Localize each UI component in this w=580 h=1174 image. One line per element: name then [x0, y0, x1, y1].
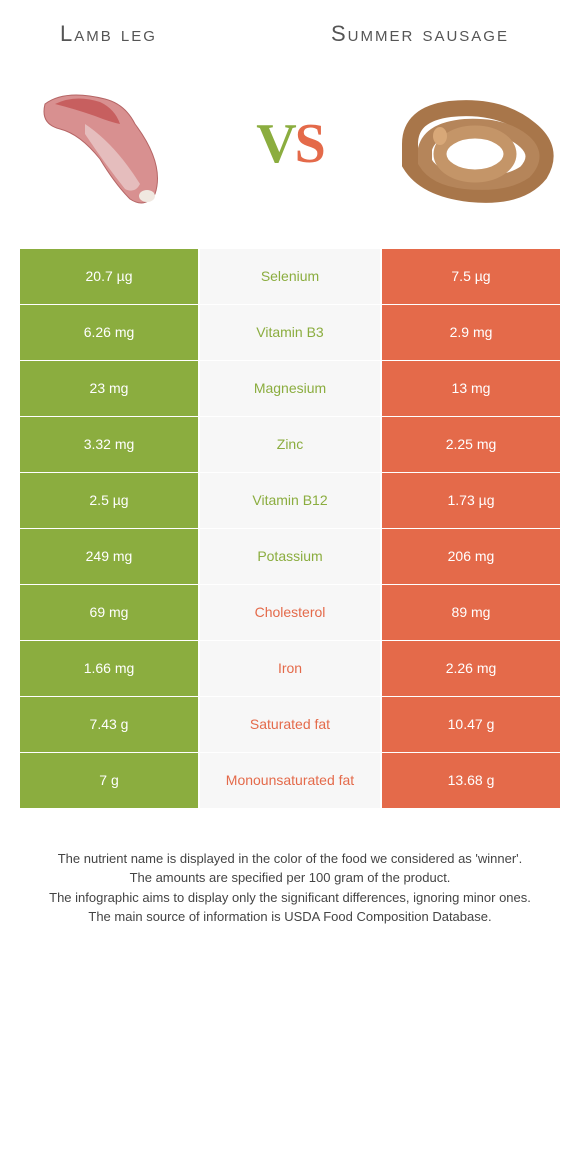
table-row: 249 mgPotassium206 mg — [20, 529, 560, 585]
nutrient-name: Saturated fat — [200, 697, 380, 752]
right-value: 13.68 g — [380, 753, 560, 808]
table-row: 6.26 mgVitamin B32.9 mg — [20, 305, 560, 361]
footer-line: The amounts are specified per 100 gram o… — [30, 868, 550, 888]
right-value: 2.25 mg — [380, 417, 560, 472]
table-row: 20.7 µgSelenium7.5 µg — [20, 249, 560, 305]
nutrient-name: Iron — [200, 641, 380, 696]
vs-s: S — [295, 113, 324, 175]
table-row: 2.5 µgVitamin B121.73 µg — [20, 473, 560, 529]
left-value: 249 mg — [20, 529, 200, 584]
nutrient-name: Vitamin B12 — [200, 473, 380, 528]
images-row: VS — [0, 59, 580, 249]
footer-line: The nutrient name is displayed in the co… — [30, 849, 550, 869]
table-row: 3.32 mgZinc2.25 mg — [20, 417, 560, 473]
vs-v: V — [256, 113, 294, 175]
footer-notes: The nutrient name is displayed in the co… — [0, 849, 580, 927]
left-value: 23 mg — [20, 361, 200, 416]
right-value: 2.9 mg — [380, 305, 560, 360]
right-value: 1.73 µg — [380, 473, 560, 528]
table-row: 69 mgCholesterol89 mg — [20, 585, 560, 641]
table-row: 7.43 gSaturated fat10.47 g — [20, 697, 560, 753]
left-value: 1.66 mg — [20, 641, 200, 696]
vs-label: VS — [256, 112, 324, 176]
header: Lamb leg Summer sausage — [0, 0, 580, 59]
left-value: 6.26 mg — [20, 305, 200, 360]
nutrient-name: Potassium — [200, 529, 380, 584]
left-value: 7 g — [20, 753, 200, 808]
right-value: 10.47 g — [380, 697, 560, 752]
footer-line: The infographic aims to display only the… — [30, 888, 550, 908]
left-value: 69 mg — [20, 585, 200, 640]
nutrient-name: Selenium — [200, 249, 380, 304]
right-value: 206 mg — [380, 529, 560, 584]
right-food-image — [380, 69, 560, 219]
left-value: 20.7 µg — [20, 249, 200, 304]
right-value: 7.5 µg — [380, 249, 560, 304]
nutrient-name: Vitamin B3 — [200, 305, 380, 360]
nutrient-name: Cholesterol — [200, 585, 380, 640]
nutrient-name: Monounsaturated fat — [200, 753, 380, 808]
right-value: 13 mg — [380, 361, 560, 416]
left-value: 3.32 mg — [20, 417, 200, 472]
table-row: 23 mgMagnesium13 mg — [20, 361, 560, 417]
nutrient-name: Magnesium — [200, 361, 380, 416]
left-value: 2.5 µg — [20, 473, 200, 528]
footer-line: The main source of information is USDA F… — [30, 907, 550, 927]
table-row: 1.66 mgIron2.26 mg — [20, 641, 560, 697]
right-food-title: Summer sausage — [300, 20, 540, 49]
right-value: 89 mg — [380, 585, 560, 640]
left-food-title: Lamb leg — [40, 20, 300, 49]
left-food-image — [20, 69, 200, 219]
table-row: 7 gMonounsaturated fat13.68 g — [20, 753, 560, 809]
nutrient-name: Zinc — [200, 417, 380, 472]
right-value: 2.26 mg — [380, 641, 560, 696]
left-value: 7.43 g — [20, 697, 200, 752]
nutrient-table: 20.7 µgSelenium7.5 µg6.26 mgVitamin B32.… — [20, 249, 560, 809]
